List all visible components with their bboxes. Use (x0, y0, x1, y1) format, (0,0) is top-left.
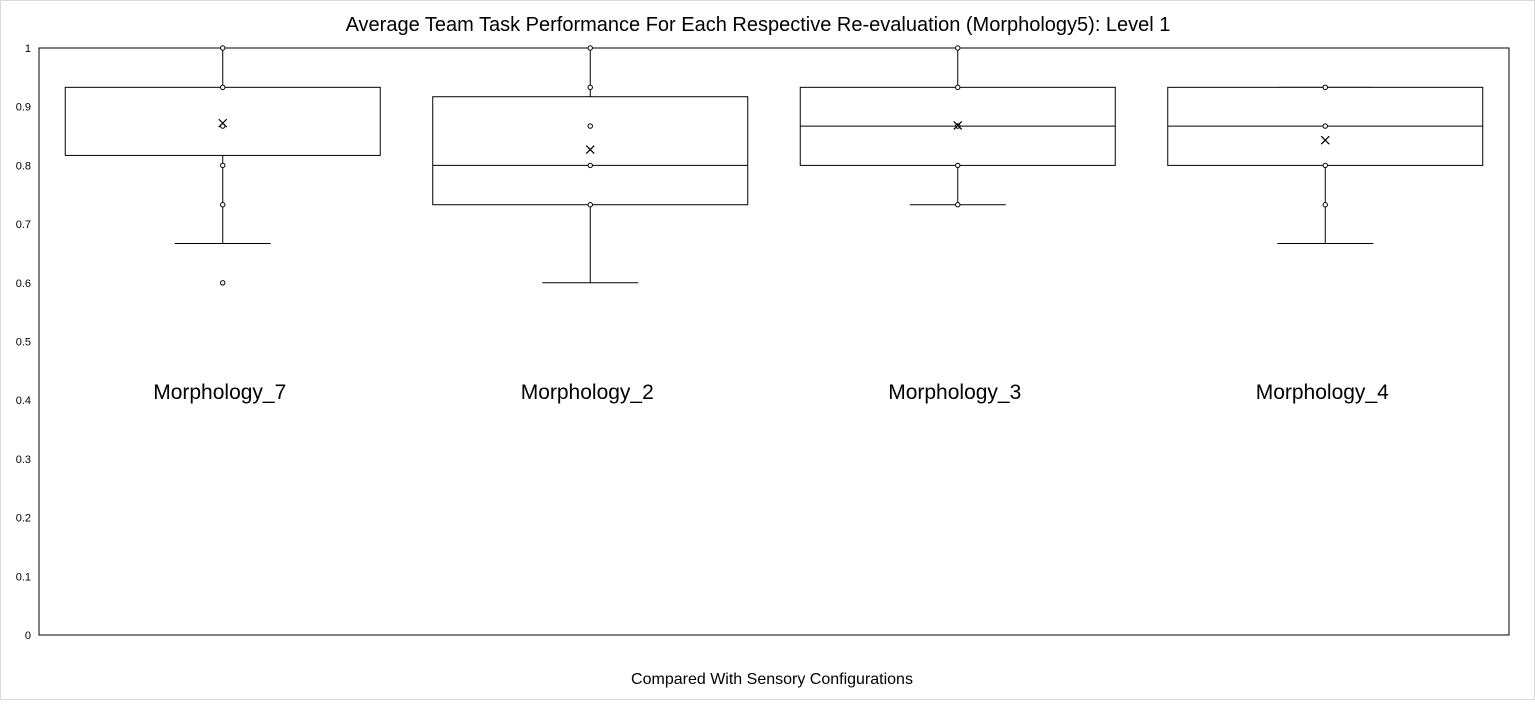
data-point (587, 202, 593, 208)
y-tick-label: 0 (25, 630, 31, 642)
data-point (220, 84, 226, 91)
data-point (220, 162, 226, 169)
box (432, 96, 749, 206)
category-label: Morphology_3 (888, 381, 1021, 404)
y-tick-label: 0.6 (16, 278, 31, 290)
data-point (220, 45, 226, 51)
y-tick-label: 0.2 (16, 513, 31, 525)
y-tick-label: 0.4 (16, 395, 31, 407)
data-point (587, 123, 593, 129)
data-point (1322, 202, 1328, 208)
mean-marker (1320, 135, 1330, 145)
mean-marker (953, 121, 963, 130)
chart-title: Average Team Task Performance For Each R… (346, 14, 1171, 36)
data-point (587, 45, 593, 51)
y-tick-label: 1 (25, 43, 31, 55)
y-tick-label: 0.1 (16, 571, 31, 583)
category-label: Morphology_7 (153, 381, 286, 404)
mean-marker (585, 145, 595, 154)
data-point (955, 45, 961, 51)
mean-marker (218, 118, 228, 128)
data-point (1322, 162, 1328, 169)
y-tick-label: 0.7 (16, 219, 31, 231)
data-point (955, 202, 961, 208)
data-point (1322, 84, 1328, 91)
data-point (220, 202, 226, 208)
outlier-point (220, 280, 226, 286)
y-tick-label: 0.5 (16, 337, 31, 349)
plot-border (38, 47, 1510, 636)
data-point (1322, 123, 1328, 129)
y-tick-label: 0.9 (16, 102, 31, 114)
x-axis-label: Compared With Sensory Configurations (631, 671, 913, 688)
category-label: Morphology_2 (521, 381, 654, 404)
data-point (587, 162, 593, 169)
data-point (955, 162, 961, 169)
plot-area: 0 0.1 0.2 0.3 0.4 0.5 0.6 0.7 0.8 0.9 1 Morphology_… (16, 43, 1510, 642)
y-tick-label: 0.8 (16, 160, 31, 172)
y-tick-label: 0.3 (16, 454, 31, 466)
category-label: Morphology_4 (1256, 381, 1389, 404)
data-point (955, 84, 961, 91)
data-point (587, 84, 593, 91)
box (64, 86, 381, 156)
